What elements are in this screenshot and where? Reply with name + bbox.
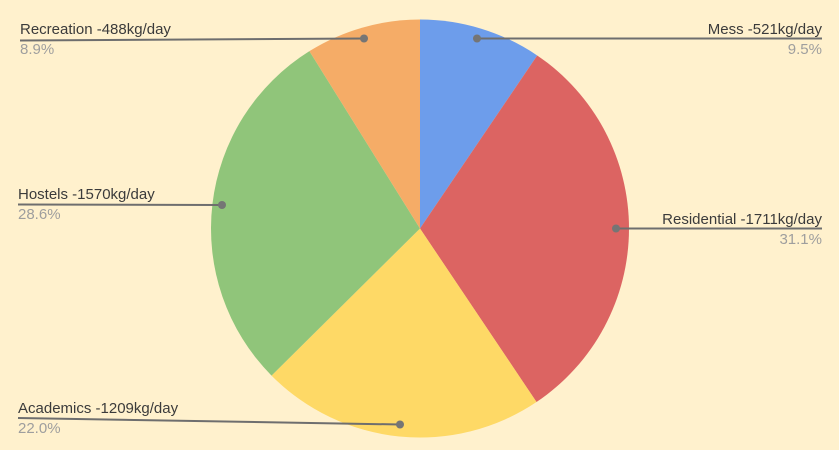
leader-line-hostels xyxy=(17,203,223,206)
callout-residential-label: Residential -1711kg/day xyxy=(662,211,822,228)
callout-recreation-label: Recreation -488kg/day xyxy=(20,21,171,38)
callout-academics-pct: 22.0% xyxy=(18,420,61,437)
callout-mess-pct: 9.5% xyxy=(787,41,822,58)
callout-recreation: Recreation -488kg/day 8.9% xyxy=(20,20,171,60)
pie-slice-hostels[interactable] xyxy=(211,51,420,376)
callout-lines xyxy=(17,34,822,429)
callout-residential: Residential -1711kg/day 31.1% xyxy=(662,210,822,250)
callout-academics: Academics -1209kg/day 22.0% xyxy=(18,399,178,439)
callout-hostels: Hostels -1570kg/day 28.6% xyxy=(18,185,155,225)
pie-slice-residential[interactable] xyxy=(420,55,630,403)
callout-hostels-pct: 28.6% xyxy=(18,206,61,223)
leader-line-recreation xyxy=(19,37,365,42)
callout-residential-pct: 31.1% xyxy=(779,231,822,248)
callout-academics-label: Academics -1209kg/day xyxy=(18,400,179,417)
pie-slice-academics[interactable] xyxy=(271,228,537,438)
pie-slice-recreation[interactable] xyxy=(309,19,420,229)
leader-dot-recreation xyxy=(360,34,368,43)
leader-dot-residential xyxy=(612,224,620,233)
pie-slice-mess[interactable] xyxy=(420,19,538,229)
leader-dot-hostels xyxy=(218,201,226,209)
callout-mess-label: Mess -521kg/day xyxy=(707,21,822,38)
callout-hostels-label: Hostels -1570kg/day xyxy=(18,186,155,203)
leader-dot-academics xyxy=(396,420,404,429)
leader-line-academics xyxy=(17,417,401,426)
callout-recreation-pct: 8.9% xyxy=(20,41,55,58)
pie-slices xyxy=(211,19,630,438)
leader-dot-mess xyxy=(473,34,481,43)
callout-mess: Mess -521kg/day 9.5% xyxy=(708,20,822,60)
